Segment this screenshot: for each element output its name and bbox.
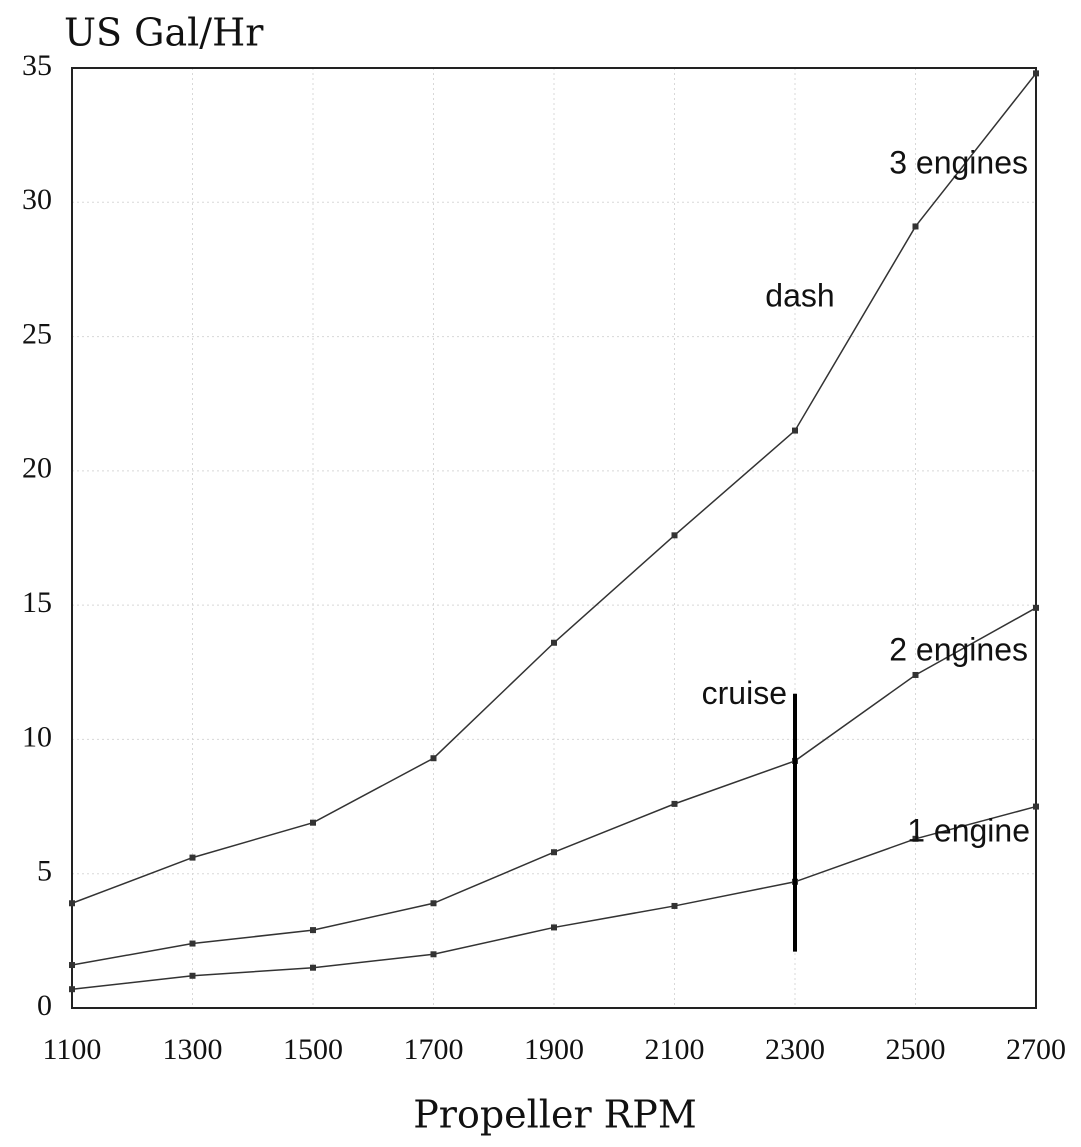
point [310, 819, 316, 826]
point [430, 755, 437, 762]
series-label: 3 engines [889, 144, 1028, 180]
point [551, 849, 557, 856]
y-tick-label: 20 [22, 452, 52, 485]
plot-frame [71, 67, 1037, 1009]
point [430, 951, 437, 958]
point [1033, 604, 1039, 611]
point [430, 900, 437, 907]
x-axis-label: Propeller RPM [413, 1093, 697, 1137]
point [69, 900, 75, 907]
chart-title: US Gal/Hr [64, 11, 264, 55]
series-label: 2 engines [889, 631, 1028, 667]
y-tick-label: 15 [22, 586, 52, 619]
point [551, 924, 557, 931]
point [310, 964, 316, 971]
x-tick-label: 2300 [765, 1033, 825, 1066]
y-tick-label: 10 [22, 720, 52, 753]
point [1033, 70, 1039, 77]
point [792, 427, 798, 434]
point [912, 671, 919, 678]
x-tick-label: 2500 [886, 1033, 946, 1066]
point [189, 940, 196, 947]
point [671, 902, 678, 909]
point [189, 972, 196, 979]
x-tick-label: 1300 [163, 1033, 223, 1066]
point [551, 639, 557, 646]
y-tick-label: 5 [37, 855, 52, 888]
y-tick-label: 35 [22, 49, 52, 82]
point [189, 854, 196, 861]
x-tick-label: 1700 [404, 1033, 464, 1066]
x-tick-label: 1500 [283, 1033, 343, 1066]
point [671, 532, 678, 539]
series-label: 1 engine [907, 812, 1030, 848]
x-tick-label: 2700 [1006, 1033, 1066, 1066]
x-tick-label: 2100 [645, 1033, 705, 1066]
x-tick-label: 1100 [43, 1033, 102, 1066]
point [1033, 803, 1039, 810]
x-tick-label: 1900 [524, 1033, 584, 1066]
point [671, 800, 678, 807]
y-tick-label: 30 [22, 183, 52, 216]
y-tick-label: 0 [37, 989, 52, 1022]
annotation: dash [765, 277, 834, 313]
annotation: cruise [702, 675, 787, 711]
point [310, 927, 316, 934]
point [912, 835, 919, 842]
y-tick-label: 25 [22, 317, 52, 350]
point [69, 962, 75, 969]
point [69, 986, 75, 993]
point [912, 223, 919, 230]
